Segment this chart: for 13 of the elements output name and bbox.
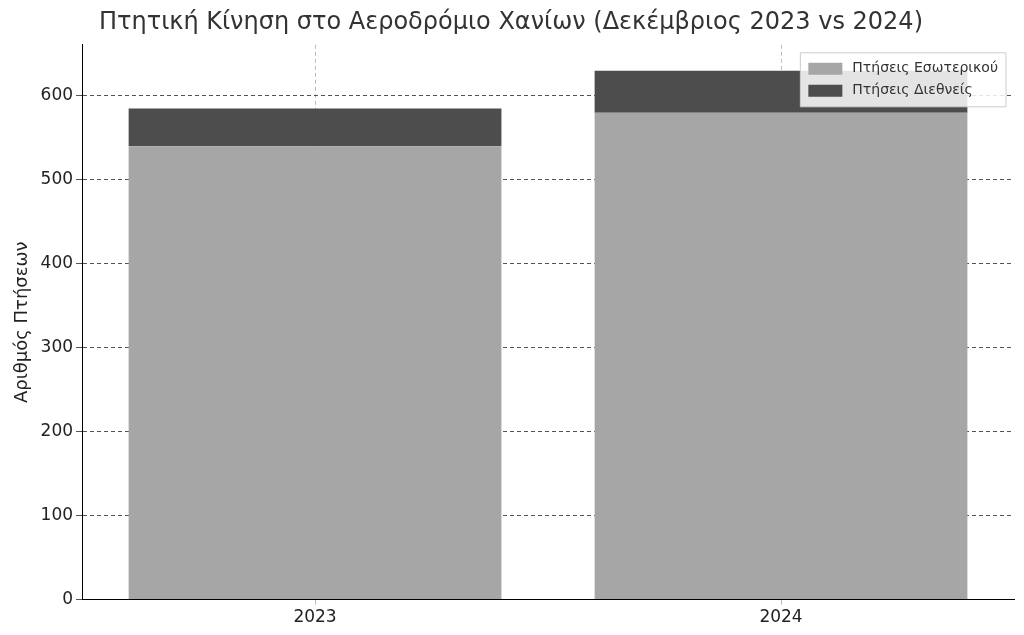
y-tick-label: 200	[40, 420, 74, 441]
y-tick-label: 600	[40, 84, 74, 105]
x-tick-label: 2024	[759, 606, 803, 627]
legend-label: Πτήσεις Διεθνείς	[852, 81, 973, 98]
legend-label: Πτήσεις Εσωτερικού	[852, 59, 998, 76]
y-tick-label: 300	[40, 336, 74, 357]
x-tick-label: 2023	[293, 606, 337, 627]
y-tick-label: 500	[40, 168, 74, 189]
y-axis-title: Αριθμός Πτήσεων	[10, 241, 32, 404]
y-tick-label: 400	[40, 252, 74, 273]
y-tick-label: 100	[40, 504, 74, 525]
chart-title: Πτητική Κίνηση στο Αεροδρόμιο Χανίων (Δεκέμβριος 2023 vs 2024)	[99, 6, 923, 35]
y-tick-label: 0	[62, 588, 74, 609]
